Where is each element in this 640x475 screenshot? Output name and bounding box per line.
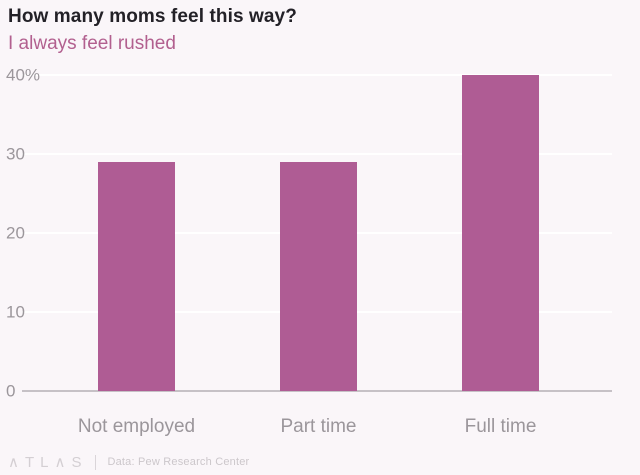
y-axis-tick-label-10: 10 <box>6 302 25 322</box>
bar-part-time <box>280 161 357 391</box>
bar-not-employed <box>98 161 175 391</box>
data-source-label: Data: Pew Research Center <box>107 455 250 468</box>
footer: ∧TL∧S Data: Pew Research Center <box>8 452 249 472</box>
y-axis-tick-label-40: 40% <box>6 65 41 85</box>
footer-divider <box>95 454 97 470</box>
y-axis-tick-label-0: 0 <box>6 381 16 401</box>
gridline-40 <box>22 74 612 76</box>
x-axis-label-part-time: Part time <box>280 416 357 437</box>
atlas-logo: ∧TL∧S <box>8 453 88 471</box>
x-axis-label-not-employed: Not employed <box>77 416 196 437</box>
x-axis-label-full-time: Full time <box>464 416 537 437</box>
gridline-30 <box>22 153 612 155</box>
y-axis-tick-label-30: 30 <box>6 144 25 164</box>
chart-title: How many moms feel this way? <box>8 6 297 27</box>
y-axis-tick-label-20: 20 <box>6 223 25 243</box>
chart-subtitle: I always feel rushed <box>8 33 176 54</box>
bar-full-time <box>462 75 539 391</box>
x-axis-line <box>22 390 612 392</box>
